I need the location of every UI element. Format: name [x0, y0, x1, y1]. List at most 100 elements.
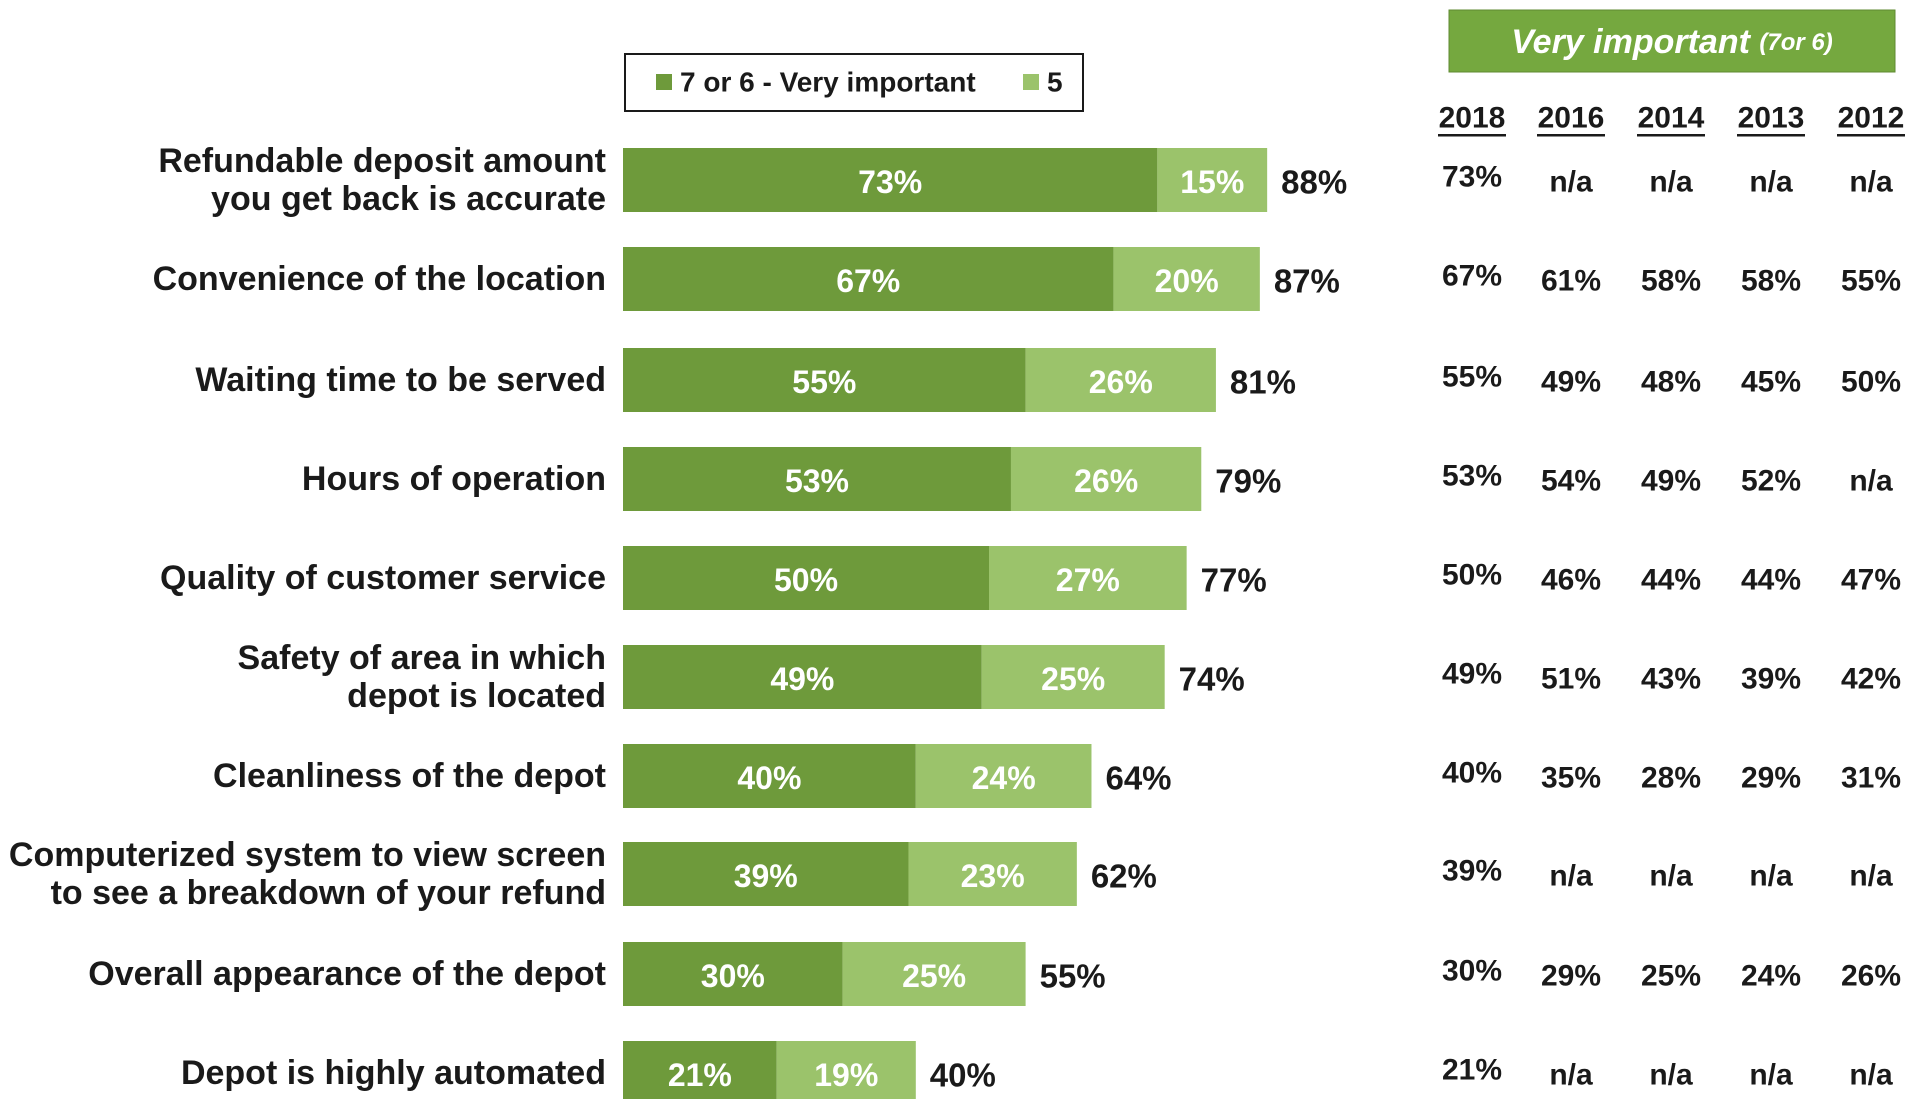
legend-box [624, 53, 1084, 112]
table-cell: 49% [1541, 366, 1601, 399]
table-cell: n/a [1849, 166, 1893, 199]
legend-label: 7 or 6 - Very important [680, 67, 976, 98]
table-cell: n/a [1849, 860, 1893, 893]
table-cell: n/a [1849, 1059, 1893, 1092]
category-label: Hours of operation [302, 460, 606, 498]
table-cell: 29% [1541, 960, 1601, 993]
bar-five [776, 1041, 916, 1099]
table-cell: 48% [1641, 366, 1701, 399]
table-cell: 51% [1541, 663, 1601, 696]
year-header: 2013 [1738, 102, 1805, 135]
year-header: 2012 [1838, 102, 1905, 135]
table-cell: 28% [1641, 762, 1701, 795]
legend-label: 5 [1047, 67, 1063, 98]
table-cell: 55% [1841, 265, 1901, 298]
bar-value-label: 20% [1155, 263, 1219, 299]
table-cell: n/a [1649, 1059, 1693, 1092]
bar-five [1010, 447, 1202, 511]
category-label: Quality of customer service [160, 559, 606, 597]
table-cell: n/a [1849, 465, 1893, 498]
bar-value-label: 39% [734, 858, 798, 894]
table-cell: 39% [1741, 663, 1801, 696]
bar-very-important [623, 1041, 777, 1099]
year-header: 2016 [1538, 102, 1605, 135]
table-cell: n/a [1649, 166, 1693, 199]
bar-value-label: 25% [1041, 661, 1105, 697]
bar-value-label: 50% [774, 562, 838, 598]
table-cell: 31% [1841, 762, 1901, 795]
table-cell: 24% [1741, 960, 1801, 993]
category-label: Computerized system to view screen [9, 836, 606, 874]
bar-value-label: 19% [814, 1057, 878, 1093]
table-cell: 44% [1741, 564, 1801, 597]
table-cell: n/a [1749, 166, 1793, 199]
bar-very-important [623, 546, 989, 610]
table-cell: 50% [1841, 366, 1901, 399]
total-label: 64% [1105, 760, 1171, 797]
total-label: 88% [1281, 164, 1347, 201]
table-cell: 54% [1541, 465, 1601, 498]
bar-five [989, 546, 1187, 610]
total-label: 77% [1201, 562, 1267, 599]
table-header-box [1448, 9, 1896, 73]
table-cell: 39% [1442, 855, 1502, 888]
category-label: Convenience of the location [153, 260, 606, 298]
year-comparison-table: Very important (7or 6) 2018 2016 2014 2013 20… [1438, 9, 1905, 1092]
bar-value-label: 15% [1180, 164, 1244, 200]
table-cell: 67% [1442, 260, 1502, 293]
total-label: 81% [1230, 364, 1296, 401]
category-label: Safety of area in which [238, 639, 606, 677]
category-label: Refundable deposit amount [158, 142, 606, 180]
table-cell: n/a [1549, 166, 1593, 199]
table-cell: n/a [1549, 1059, 1593, 1092]
table-cell: 52% [1741, 465, 1801, 498]
year-header: 2014 [1638, 102, 1705, 135]
bar-very-important [623, 247, 1114, 311]
table-cell: 47% [1841, 564, 1901, 597]
table-cell: n/a [1749, 860, 1793, 893]
bar-value-label: 55% [792, 364, 856, 400]
bar-five [1157, 148, 1268, 212]
year-underline [1537, 134, 1605, 137]
year-underline [1737, 134, 1805, 137]
table-cell: 43% [1641, 663, 1701, 696]
bar-value-label: 26% [1074, 463, 1138, 499]
bar-value-label: 40% [737, 760, 801, 796]
bar-value-label: 26% [1089, 364, 1153, 400]
table-cell: 40% [1442, 757, 1502, 790]
legend-swatch [1023, 74, 1039, 90]
table-header-title: Very important (7or 6) [1511, 23, 1833, 61]
total-label: 62% [1091, 858, 1157, 895]
bar-very-important [623, 645, 982, 709]
table-cell: n/a [1649, 860, 1693, 893]
table-cell: 42% [1841, 663, 1901, 696]
bar-value-label: 67% [836, 263, 900, 299]
bar-value-label: 27% [1056, 562, 1120, 598]
table-cell: 49% [1641, 465, 1701, 498]
category-label: depot is located [347, 677, 606, 715]
bar-five [908, 842, 1077, 906]
category-label: you get back is accurate [211, 180, 606, 218]
category-label: Overall appearance of the depot [88, 955, 606, 993]
bar-five [842, 942, 1026, 1006]
bar-very-important [623, 447, 1011, 511]
bar-very-important [623, 348, 1026, 412]
bar-value-label: 24% [972, 760, 1036, 796]
table-cell: 49% [1442, 658, 1502, 691]
year-underline [1637, 134, 1705, 137]
table-cell: 29% [1741, 762, 1801, 795]
table-cell: 21% [1442, 1054, 1502, 1087]
total-label: 55% [1040, 958, 1106, 995]
table-cell: 25% [1641, 960, 1701, 993]
table-cell: n/a [1749, 1059, 1793, 1092]
bar-very-important [623, 842, 909, 906]
category-label: Depot is highly automated [181, 1054, 606, 1092]
bar-five [915, 744, 1092, 808]
bar-very-important [623, 744, 916, 808]
year-underline [1438, 134, 1506, 137]
table-cell: 58% [1741, 265, 1801, 298]
table-cell: 61% [1541, 265, 1601, 298]
bar-five [1113, 247, 1260, 311]
table-cell: 53% [1442, 460, 1502, 493]
